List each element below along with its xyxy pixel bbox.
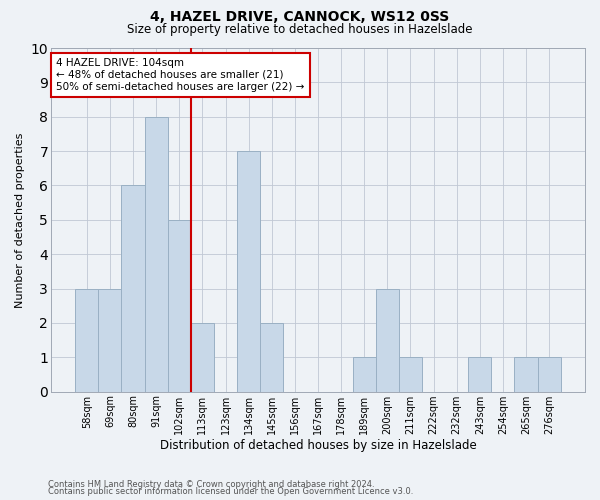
Y-axis label: Number of detached properties: Number of detached properties [15, 132, 25, 308]
Bar [168, 220, 191, 392]
X-axis label: Distribution of detached houses by size in Hazelslade: Distribution of detached houses by size … [160, 440, 476, 452]
Bar [514, 358, 538, 392]
Bar [376, 288, 399, 392]
Bar [75, 288, 98, 392]
Bar [145, 116, 168, 392]
Text: 4, HAZEL DRIVE, CANNOCK, WS12 0SS: 4, HAZEL DRIVE, CANNOCK, WS12 0SS [151, 10, 449, 24]
Bar [191, 323, 214, 392]
Bar [399, 358, 422, 392]
Bar [538, 358, 561, 392]
Bar [98, 288, 121, 392]
Bar [260, 323, 283, 392]
Text: Contains public sector information licensed under the Open Government Licence v3: Contains public sector information licen… [48, 487, 413, 496]
Bar [468, 358, 491, 392]
Bar [353, 358, 376, 392]
Text: Size of property relative to detached houses in Hazelslade: Size of property relative to detached ho… [127, 22, 473, 36]
Bar [121, 186, 145, 392]
Text: 4 HAZEL DRIVE: 104sqm
← 48% of detached houses are smaller (21)
50% of semi-deta: 4 HAZEL DRIVE: 104sqm ← 48% of detached … [56, 58, 305, 92]
Text: Contains HM Land Registry data © Crown copyright and database right 2024.: Contains HM Land Registry data © Crown c… [48, 480, 374, 489]
Bar [237, 151, 260, 392]
